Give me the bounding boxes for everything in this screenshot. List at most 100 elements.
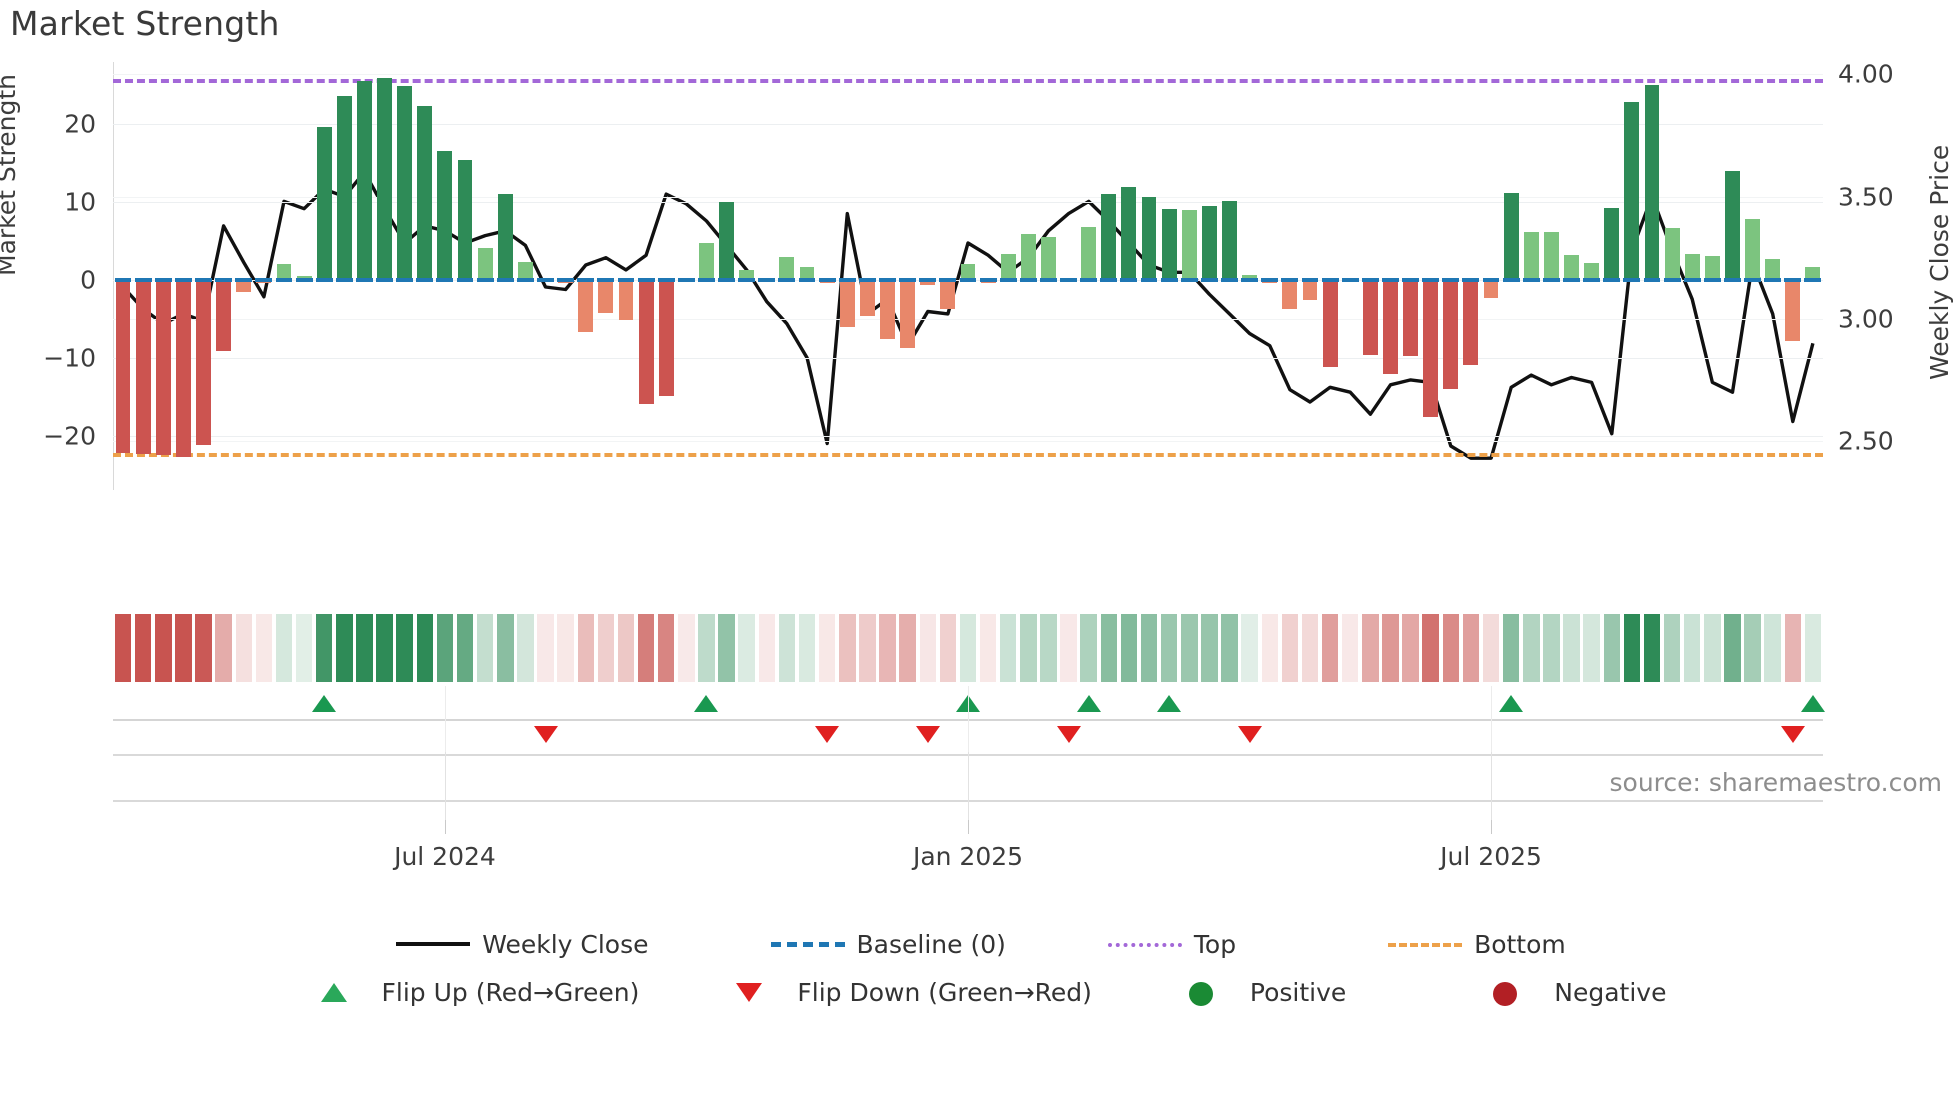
baseline-segment [315,277,333,282]
baseline-segment [959,277,977,282]
baseline-segment [436,277,454,282]
strength-bar [1765,258,1781,280]
strength-bar [839,279,855,328]
legend-item[interactable]: Flip Up (Red→Green) [294,977,640,1007]
left-axis-tick-label: −10 [43,343,96,373]
strength-bar [497,194,513,280]
baseline-segment [1019,277,1037,282]
heatmap-cell [1523,614,1540,682]
gridline [113,435,1823,437]
baseline-segment [1462,277,1480,282]
gridline [113,357,1823,359]
heatmap-cell [577,614,594,682]
left-axis-tick-label: 0 [80,265,96,295]
heatmap-cell [999,614,1017,682]
legend-label: Bottom [1474,929,1566,959]
legend-glyph [769,931,847,957]
strength-bar [1443,279,1459,389]
heatmap-cell [1060,614,1077,682]
legend-item[interactable]: Positive [1162,978,1346,1007]
strength-bar [1684,254,1700,280]
gridline-secondary [113,196,1823,198]
legend-glyph [1106,931,1184,957]
baseline-segment [1724,277,1741,282]
heatmap-cell [657,614,675,682]
strength-bar [920,279,936,285]
page-title: Market Strength [10,4,280,43]
strength-bar [1704,255,1720,280]
baseline-segment [1080,277,1098,282]
dotted-line-swatch-icon [1107,943,1182,947]
strength-bar [1523,231,1539,280]
baseline-segment [1382,277,1399,282]
heatmap-cell [275,614,293,682]
heatmap-cell [235,614,252,682]
right-axis-title: Weekly Close Price [1925,144,1954,380]
right-axis-tick-label: 3.50 [1838,182,1894,211]
heatmap-cell [1100,614,1118,682]
heatmap-cell [919,614,936,682]
baseline-segment [1422,277,1440,282]
heatmap-cell [436,614,454,682]
heatmap-cell [195,614,212,682]
baseline-segment [919,277,937,282]
left-axis-tick-label: −20 [43,421,96,451]
heatmap-cell [678,614,695,682]
heatmap-cell [1140,614,1158,682]
flip-up-marker-icon [1800,695,1825,712]
heatmap-cell [879,614,896,682]
legend-item[interactable]: Flip Down (Green→Red) [709,978,1092,1007]
legend-item[interactable]: Baseline (0) [769,930,1006,959]
heatmap-cell [839,614,856,682]
heatmap-cell [637,614,655,682]
baseline-segment [838,277,856,282]
strength-bar [1644,84,1660,280]
heatmap-cell [1442,614,1460,682]
baseline-segment [476,277,494,282]
right-axis-tick-label: 3.00 [1838,304,1894,334]
legend-item[interactable]: Negative [1466,978,1666,1007]
baseline-segment [758,277,776,282]
heatmap-cell [1744,614,1761,682]
strength-bar [658,279,674,396]
baseline-segment [516,277,534,282]
strength-bar [1503,192,1519,280]
heatmap-cell [1603,614,1620,682]
strength-bar [377,77,393,280]
heatmap-cell [1422,614,1439,682]
baseline-segment [416,277,434,282]
heatmap-cell [255,614,273,682]
legend-label: Weekly Close [482,929,649,959]
heatmap-cell [899,614,916,682]
heatmap-cell [396,614,413,682]
baseline-segment [1764,277,1782,282]
legend-item[interactable]: Bottom [1386,930,1566,959]
baseline-segment [1100,277,1118,282]
baseline-segment [1603,277,1621,282]
baseline-segment [496,277,514,282]
baseline-segment [577,277,595,282]
baseline-segment [376,277,394,282]
heatmap-cell [1080,614,1097,682]
heatmap-cell [315,614,333,682]
baseline-segment [999,277,1017,282]
flip-down-marker-icon [1237,726,1262,743]
baseline-segment [1583,277,1601,282]
chart-legend: Weekly Close Baseline (0) Top Bottom Flip U… [0,920,1960,1016]
heatmap-cell [1341,614,1359,682]
strength-bar [1000,254,1016,280]
circle-icon [1493,982,1518,1006]
left-axis-tick-label: 10 [64,187,96,217]
strength-bar [216,279,232,351]
strength-bar [1725,170,1740,280]
legend-glyph [1162,979,1240,1006]
legend-label: Flip Up (Red→Green) [381,977,640,1007]
heatmap-cell [758,614,776,682]
legend-item[interactable]: Weekly Close [394,929,649,959]
strength-bar [1383,279,1398,375]
strength-bar [1584,262,1600,280]
strength-bar [960,264,976,280]
strength-bar [1161,209,1177,280]
legend-item[interactable]: Top [1106,930,1236,959]
baseline-segment [1784,277,1802,282]
